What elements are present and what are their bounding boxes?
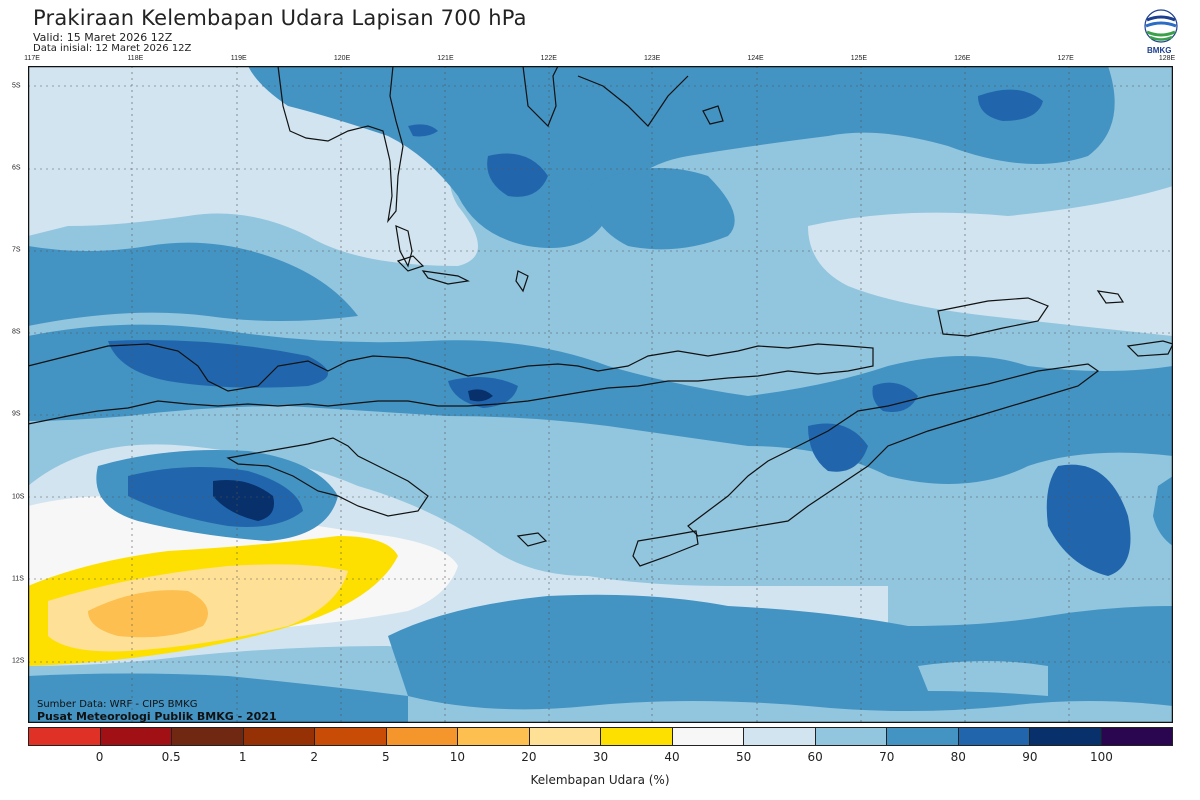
- longitude-label: 124E: [747, 55, 764, 62]
- colorbar-tick-label: 30: [592, 750, 609, 764]
- humidity-band-90-100: [408, 124, 438, 137]
- colorbar-segment: [100, 728, 172, 745]
- longitude-label: 128E: [1158, 55, 1176, 62]
- humidity-band-80-90: [588, 168, 735, 250]
- latitude-label: 10S: [12, 493, 25, 500]
- humidity-band-80-90: [1153, 476, 1173, 546]
- humidity-band-80-90: [28, 673, 408, 723]
- humidity-band-100: [468, 389, 493, 402]
- valid-time: Valid: 15 Maret 2026 12Z: [33, 31, 173, 44]
- colorbar-tick-label: 60: [807, 750, 823, 764]
- longitude-label: 127E: [1057, 55, 1074, 62]
- latitude-label: 8S: [12, 328, 21, 336]
- humidity-band-90-100: [487, 153, 548, 197]
- humidity-band-100: [213, 480, 274, 521]
- humidity-band-90-100: [872, 382, 918, 412]
- longitude-label: 119E: [230, 55, 247, 62]
- humidity-map: [28, 66, 1173, 723]
- humidity-band-90-100: [978, 89, 1043, 121]
- humidity-band-80-90: [636, 390, 693, 418]
- colorbar-tick-label: 50: [735, 750, 752, 764]
- initial-data-time: Data inisial: 12 Maret 2026 12Z: [33, 43, 192, 54]
- colorbar-tick-label: 5: [381, 750, 390, 764]
- latitude-label: 12S: [12, 657, 25, 665]
- colorbar: [28, 727, 1173, 746]
- latitude-label: 9S: [12, 410, 21, 418]
- colorbar-tick-label: 40: [664, 750, 680, 764]
- latitude-label: 5S: [12, 82, 21, 90]
- colorbar-tick-label: 0: [95, 750, 104, 764]
- colorbar-tick-label: 20: [521, 750, 537, 764]
- colorbar-tick-label: 2: [310, 750, 319, 764]
- colorbar-tick-label: 90: [1022, 750, 1038, 764]
- humidity-band-90-100: [808, 423, 868, 472]
- colorbar-tick-label: 100: [1089, 750, 1113, 764]
- colorbar-segment: [958, 728, 1030, 745]
- colorbar-segment: [744, 728, 816, 745]
- longitude-label: 123E: [643, 55, 661, 62]
- colorbar-segment: [1101, 728, 1172, 745]
- humidity-band-70-80: [918, 661, 1048, 696]
- humidity-band-60-70: [808, 186, 1173, 336]
- colorbar-tick-label: 70: [879, 750, 895, 764]
- colorbar-segment: [386, 728, 458, 745]
- colorbar-segment: [887, 728, 959, 745]
- data-source: Sumber Data: WRF - CIPS BMKG: [37, 699, 198, 710]
- humidity-band-80-90: [28, 242, 358, 326]
- longitude-label: 126E: [954, 55, 971, 62]
- bmkg-logo-text: BMKG: [1147, 46, 1172, 55]
- colorbar-segment: [815, 728, 887, 745]
- colorbar-segment: [529, 728, 601, 745]
- latitude-label: 6S: [12, 164, 21, 172]
- colorbar-segment: [29, 728, 101, 745]
- map-title: Prakiraan Kelembapan Udara Lapisan 700 h…: [33, 6, 527, 30]
- longitude-label: 118E: [127, 55, 144, 62]
- longitude-label: 121E: [437, 55, 454, 62]
- colorbar-title: Kelembapan Udara (%): [530, 773, 670, 787]
- credit-line: Pusat Meteorologi Publik BMKG - 2021: [37, 710, 277, 723]
- humidity-band-90-100: [1046, 464, 1131, 576]
- colorbar-segment: [601, 728, 673, 745]
- humidity-band-10-20: [88, 590, 208, 638]
- colorbar-segment: [458, 728, 530, 745]
- longitude-label: 120E: [333, 55, 351, 62]
- longitude-label: 117E: [24, 55, 40, 62]
- colorbar-tick-label: 1: [238, 750, 247, 764]
- longitude-label: 125E: [850, 55, 868, 62]
- coastlines: [28, 66, 1173, 567]
- colorbar-tick-label: 80: [950, 750, 966, 764]
- humidity-band-90-100: [108, 340, 328, 388]
- colorbar-segment: [672, 728, 744, 745]
- colorbar-tick-label: 10: [449, 750, 466, 764]
- latitude-label: 7S: [12, 246, 21, 254]
- colorbar-segment: [172, 728, 244, 745]
- colorbar-segment: [1030, 728, 1102, 745]
- colorbar-tick-label: 0.5: [161, 750, 181, 764]
- colorbar-segment: [243, 728, 315, 745]
- humidity-band-80-90: [248, 66, 1115, 248]
- longitude-label: 122E: [540, 55, 557, 62]
- colorbar-segment: [315, 728, 387, 745]
- bmkg-logo-icon: [1144, 9, 1178, 43]
- latitude-label: 11S: [12, 575, 24, 583]
